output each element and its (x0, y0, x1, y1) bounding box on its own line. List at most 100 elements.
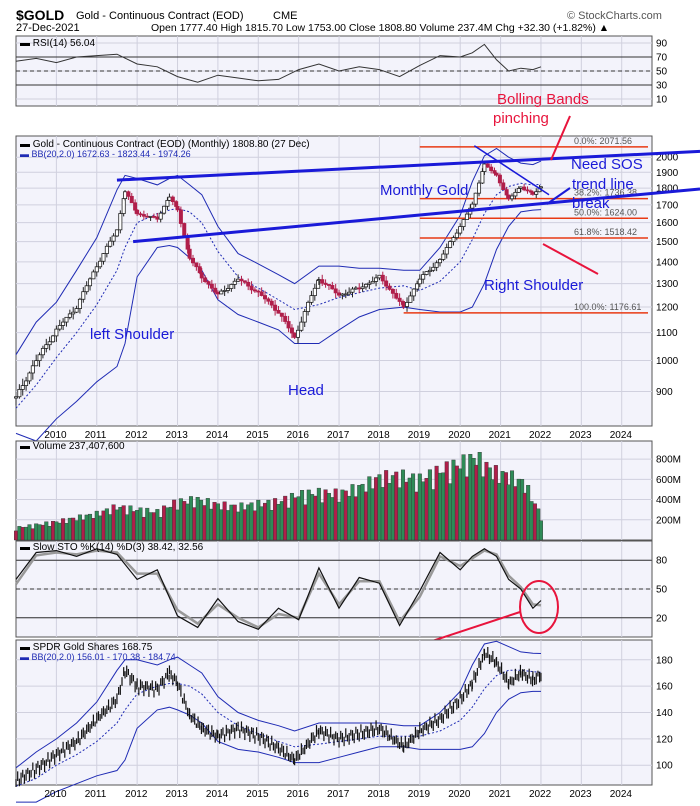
price-candle (343, 293, 348, 296)
volume-legend: ▬ Volume 237,407,600 (20, 441, 125, 452)
volume-bar (192, 507, 197, 541)
volume-bar (121, 505, 126, 541)
volume-bar (182, 501, 187, 541)
price-candle (421, 274, 426, 280)
gld-upper-band (15, 640, 542, 769)
price-candle (390, 288, 395, 294)
price-candle (222, 290, 227, 292)
price-ytick-label: 1500 (656, 237, 679, 248)
volume-bar (493, 465, 498, 541)
volume-bar (538, 520, 543, 541)
price-candle (194, 262, 199, 268)
price-candle (534, 191, 539, 195)
volume-bar (468, 454, 473, 541)
fib-label: 100.0%: 1176.61 (574, 302, 641, 312)
volume-bar (212, 501, 217, 541)
volume-bar (155, 509, 160, 541)
bb-legend: ▬ BB(20,2.0) 1672.63 - 1823.44 - 1974.26 (20, 149, 191, 159)
price-candle (333, 288, 338, 294)
price-candle (347, 291, 352, 295)
volume-bar (438, 472, 443, 541)
price-candle (397, 297, 402, 302)
volume-bar (131, 511, 136, 541)
rsi-ytick-label: 70 (656, 53, 668, 64)
fib-label: 38.2%: 1736.38 (574, 188, 637, 198)
volume-bar (64, 523, 69, 541)
xaxis-label: 2020 (448, 430, 471, 441)
price-candle (384, 280, 389, 287)
xaxis-label: 2024 (610, 789, 633, 800)
annotation-sos-arrow (546, 187, 571, 205)
volume-bar (333, 488, 338, 541)
xaxis-label: 2010 (44, 789, 67, 800)
volume-bar (363, 491, 368, 541)
price-candle (232, 280, 237, 285)
volume-bar (434, 465, 439, 541)
price-candle (370, 281, 375, 284)
price-candle (441, 253, 446, 260)
xaxis-label: 2012 (125, 789, 148, 800)
price-candle (170, 196, 175, 203)
price-candle (337, 292, 342, 296)
xaxis-label: 2017 (327, 789, 350, 800)
volume-bar (286, 507, 291, 541)
xaxis-label: 2022 (529, 430, 552, 441)
price-candle (302, 311, 307, 323)
price-candle (454, 232, 459, 238)
volume-bar (427, 469, 432, 541)
price-candle (74, 308, 79, 313)
fib-label: 61.8%: 1518.42 (574, 227, 637, 237)
price-legend: ▬ Gold - Continuous Contract (EOD) (Mont… (20, 139, 310, 150)
price-candle (289, 327, 294, 334)
volume-bar (464, 476, 469, 541)
price-candle (506, 194, 511, 200)
price-candle (111, 235, 116, 242)
volume-bar (151, 512, 156, 541)
annotation-right-shoulder-arrow (542, 243, 599, 275)
price-candle (530, 191, 535, 195)
price-candle (165, 199, 170, 207)
volume-bar (236, 511, 241, 541)
xaxis-label: 2015 (246, 430, 269, 441)
volume-bar (94, 510, 99, 541)
price-candle (37, 354, 42, 362)
volume-bar (477, 452, 482, 541)
volume-bar (98, 515, 103, 541)
volume-bar (513, 486, 518, 541)
price-candle (34, 360, 39, 367)
price-candle (256, 290, 261, 293)
price-candle (54, 328, 59, 337)
gld-legend: ▬ SPDR Gold Shares 168.75 (20, 642, 153, 653)
down-trendline (473, 145, 550, 196)
xaxis-label: 2011 (85, 789, 107, 800)
price-candle (108, 240, 113, 247)
price-ytick-label: 1100 (656, 328, 678, 339)
xaxis-label: 2022 (529, 789, 552, 800)
volume-bar (175, 509, 180, 541)
price-candle (242, 280, 247, 283)
volume-bar (306, 489, 311, 541)
price-candle (203, 277, 208, 283)
xaxis-label: 2021 (489, 789, 512, 800)
price-candle (151, 215, 156, 218)
price-candle (522, 186, 527, 191)
volume-bar (249, 502, 254, 541)
volume-bar (279, 501, 284, 541)
price-candle (461, 219, 466, 227)
fib-label: 0.0%: 2071.56 (574, 136, 632, 146)
price-ytick-label: 1600 (656, 218, 679, 229)
xaxis-label: 2010 (44, 430, 67, 441)
xaxis-label: 2015 (246, 789, 269, 800)
gld-ytick-label: 140 (656, 708, 673, 719)
volume-bar (458, 468, 463, 541)
price-candle (148, 215, 153, 218)
instrument-name: Gold - Continuous Contract (EOD) (76, 10, 244, 22)
price-frame (15, 135, 653, 427)
price-candle (489, 166, 494, 171)
price-candle (401, 303, 406, 307)
price-candle (133, 202, 138, 211)
volume-bar (205, 498, 210, 541)
price-candle (30, 365, 35, 374)
price-candle (405, 301, 410, 307)
